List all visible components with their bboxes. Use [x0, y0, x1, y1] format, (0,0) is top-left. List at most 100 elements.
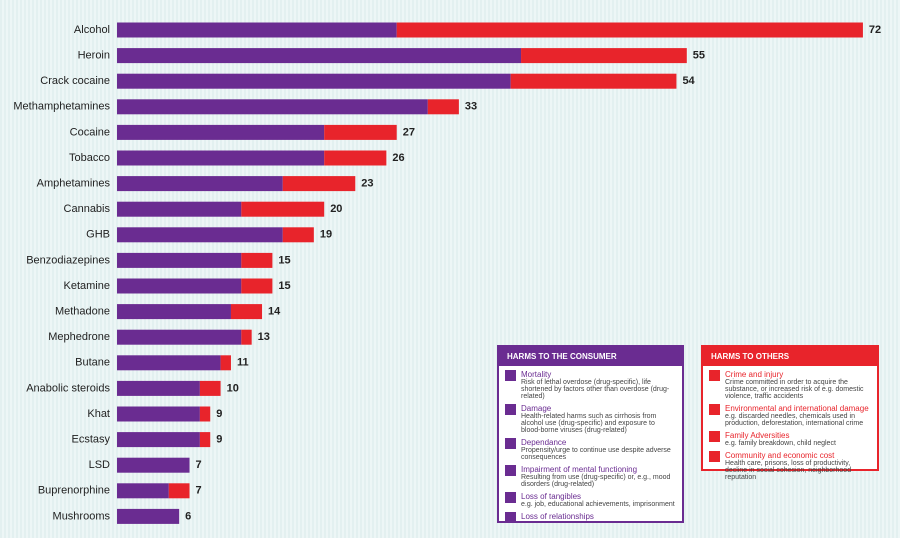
legend-icon	[505, 404, 516, 415]
legend-item-description: e.g. discarded needles, chemicals used i…	[725, 413, 864, 427]
bar-segment	[117, 227, 283, 243]
total-label: 72	[869, 24, 881, 36]
legend-item-description: Propensity/urge to continue use despite …	[521, 447, 671, 461]
legend-text: Loss of tangibles e.g. job, educational a…	[521, 492, 675, 508]
legend-item-description: Risk of lethal overdose (drug-specific),…	[521, 379, 670, 400]
bar-segment	[117, 508, 180, 524]
bar-segment	[117, 22, 397, 38]
legend-icon	[709, 431, 720, 442]
bar-segment	[241, 278, 273, 294]
legend-icon	[709, 370, 720, 381]
bar-segment	[117, 176, 283, 192]
category-label: LSD	[89, 459, 110, 471]
bar-segment	[220, 355, 231, 371]
total-label: 54	[682, 75, 695, 87]
bar-segment	[117, 124, 325, 140]
category-label: Mushrooms	[53, 510, 111, 522]
category-label: Buprenorphine	[38, 485, 110, 497]
total-label: 55	[693, 50, 705, 62]
legend-icon	[505, 438, 516, 449]
category-label: Anabolic steroids	[26, 382, 110, 394]
bar-segment	[282, 227, 314, 243]
legend-item: Environmental and international damage e.…	[709, 404, 871, 427]
bar-segment	[117, 48, 522, 64]
total-label: 27	[403, 126, 415, 138]
bar-segment	[324, 124, 397, 140]
legend-title: HARMS TO THE CONSUMER	[499, 347, 682, 366]
category-label: GHB	[86, 229, 110, 241]
total-label: 13	[258, 331, 270, 343]
legend-item-title: Mortality	[521, 370, 552, 379]
bar-segment	[510, 73, 677, 89]
legend-item: Damage Health-related harms such as cirrh…	[505, 404, 676, 434]
legend-item: Community and economic cost Health care, …	[709, 451, 871, 481]
bar-segment	[241, 201, 325, 217]
bar-segment	[117, 73, 511, 89]
total-label: 10	[227, 382, 239, 394]
legend-text: Crime and injury Crime committed in order…	[725, 370, 871, 400]
total-label: 15	[278, 280, 290, 292]
legend-item-description: Resulting from use (drug-specific) or, e…	[521, 474, 671, 488]
legend-item-title: Crime and injury	[725, 370, 784, 379]
legend-icon	[505, 465, 516, 476]
legend-item-description: e.g. family breakdown, child neglect	[725, 440, 836, 447]
total-label: 15	[278, 254, 290, 266]
legend-text: Damage Health-related harms such as cirrh…	[521, 404, 676, 434]
legend-icon	[505, 370, 516, 381]
bar-segment	[117, 355, 221, 371]
legend-icon	[505, 492, 516, 503]
legend-item: Crime and injury Crime committed in order…	[709, 370, 871, 400]
total-label: 33	[465, 101, 477, 113]
total-label: 26	[392, 152, 404, 164]
bar-segment	[282, 176, 356, 192]
legend-icon	[709, 451, 720, 462]
bar-segment	[230, 304, 263, 320]
category-label: Ketamine	[64, 280, 110, 292]
legend-item: Mortality Risk of lethal overdose (drug-s…	[505, 370, 676, 400]
total-label: 9	[216, 434, 222, 446]
category-label: Ecstasy	[71, 434, 110, 446]
category-label: Crack cocaine	[40, 75, 110, 87]
category-label: Amphetamines	[37, 178, 111, 190]
bar-segment	[396, 22, 863, 38]
bar-segment	[117, 406, 200, 422]
legend-box: HARMS TO THE CONSUMER Mortality Risk of le…	[497, 345, 684, 523]
category-label: Khat	[87, 408, 110, 420]
legend-item-description: Health care, prisons, loss of productivi…	[725, 460, 852, 481]
legend-icon	[505, 512, 516, 523]
category-label: Butane	[75, 357, 110, 369]
category-label: Tobacco	[69, 152, 110, 164]
legend-item: Loss of relationships	[505, 512, 676, 523]
bar-segment	[117, 150, 325, 166]
legend-text: Impairment of mental functioning Resultin…	[521, 465, 676, 488]
legend-item-title: Environmental and international damage	[725, 404, 869, 413]
legend-item: Impairment of mental functioning Resultin…	[505, 465, 676, 488]
bar-segment	[117, 380, 200, 396]
bar-segment	[117, 252, 242, 268]
bar-segment	[427, 99, 459, 115]
bar-segment	[241, 329, 252, 345]
bar-segment	[117, 483, 169, 499]
legend-box: HARMS TO OTHERS Crime and injury Crime com…	[701, 345, 879, 481]
category-label: Alcohol	[74, 24, 110, 36]
bar-segment	[117, 432, 200, 448]
category-label: Heroin	[78, 50, 110, 62]
legend-text: Loss of relationships	[521, 512, 594, 523]
category-label: Cocaine	[70, 126, 110, 138]
legend-item-description: Crime committed in order to acquire the …	[725, 379, 864, 400]
legend-icon	[709, 404, 720, 415]
total-label: 9	[216, 408, 222, 420]
category-label: Cannabis	[64, 203, 111, 215]
bar-segment	[241, 252, 273, 268]
bar-segment	[117, 304, 231, 320]
bar-segment	[199, 406, 211, 422]
legend-item-title: Dependance	[521, 438, 567, 447]
total-label: 19	[320, 229, 332, 241]
bar-segment	[117, 457, 190, 473]
legend-item: Dependance Propensity/urge to continue us…	[505, 438, 676, 461]
legend-item-description: Health-related harms such as cirrhosis f…	[521, 413, 657, 434]
legend-item-title: Damage	[521, 404, 552, 413]
total-label: 7	[196, 459, 202, 471]
